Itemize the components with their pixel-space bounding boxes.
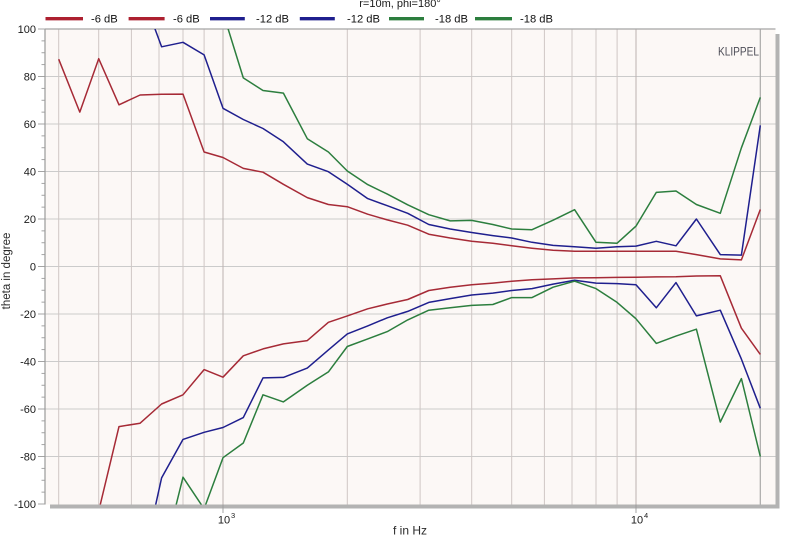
svg-text:-100: -100 <box>14 499 36 511</box>
svg-text:3: 3 <box>231 511 235 520</box>
svg-text:100: 100 <box>18 24 36 36</box>
svg-text:theta in degree: theta in degree <box>1 233 13 310</box>
svg-text:60: 60 <box>24 119 36 131</box>
svg-text:4: 4 <box>644 511 648 520</box>
svg-text:-18 dB: -18 dB <box>520 13 553 25</box>
svg-text:10: 10 <box>631 515 643 527</box>
svg-text:40: 40 <box>24 166 36 178</box>
svg-text:-40: -40 <box>20 356 36 368</box>
svg-text:-60: -60 <box>20 404 36 416</box>
svg-text:-12 dB: -12 dB <box>347 13 380 25</box>
svg-text:-80: -80 <box>20 451 36 463</box>
svg-text:20: 20 <box>24 214 36 226</box>
svg-text:80: 80 <box>24 71 36 83</box>
svg-text:-20: -20 <box>20 309 36 321</box>
svg-text:r=10m, phi=180°: r=10m, phi=180° <box>359 0 440 10</box>
svg-text:0: 0 <box>30 261 36 273</box>
svg-text:-12 dB: -12 dB <box>256 13 289 25</box>
svg-text:-6 dB: -6 dB <box>173 13 200 25</box>
svg-text:-6 dB: -6 dB <box>91 13 118 25</box>
svg-text:KLIPPEL: KLIPPEL <box>718 45 759 59</box>
svg-text:10: 10 <box>218 515 230 527</box>
svg-text:-18 dB: -18 dB <box>435 13 468 25</box>
svg-text:f in Hz: f in Hz <box>393 524 427 538</box>
